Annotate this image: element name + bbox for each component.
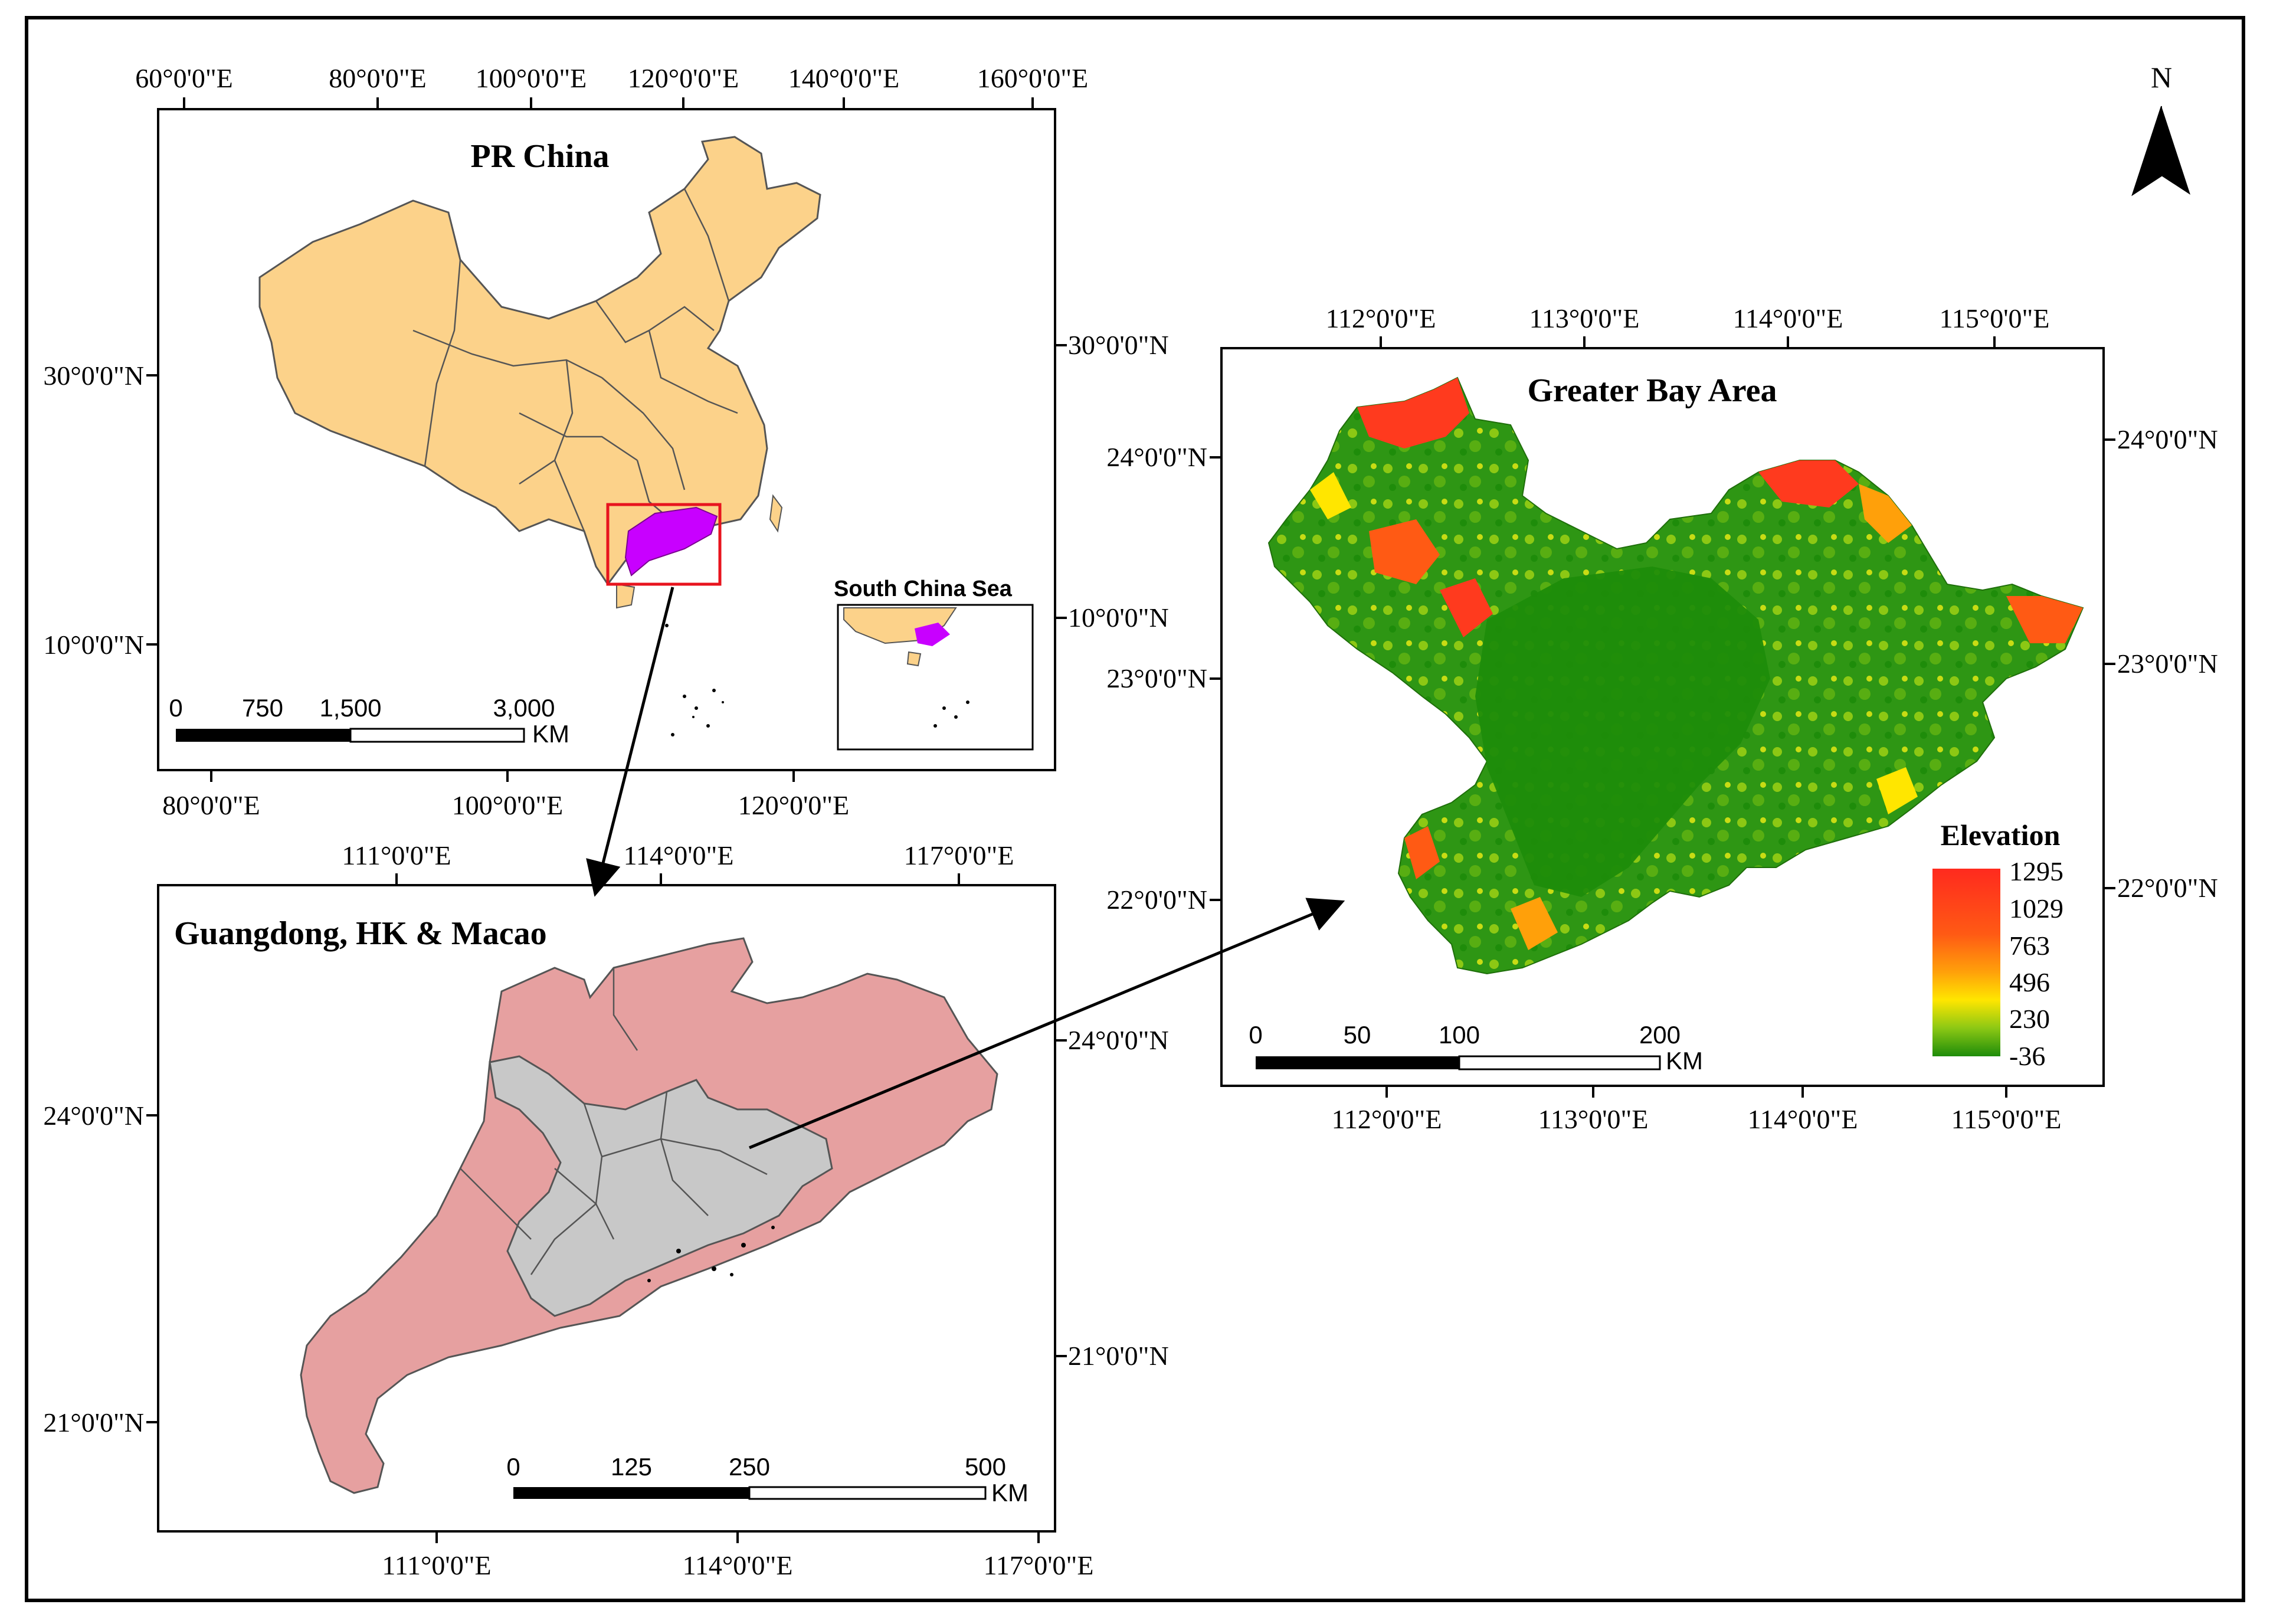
china-top-tick-label: 100°0'0"E	[476, 63, 587, 93]
gba-left-tick-label: 24°0'0"N	[1106, 442, 1207, 472]
china-scale-bar: 0 750 1,500 3,000 KM	[169, 694, 569, 748]
gba-right-ticks	[2104, 438, 2115, 889]
guangdong-left-tick-label: 24°0'0"N	[43, 1101, 144, 1131]
gba-scale-number: 100	[1439, 1021, 1480, 1049]
guangdong-county-borders	[460, 968, 768, 1275]
gba-bottom-tick-label: 114°0'0"E	[1748, 1104, 1858, 1134]
guangdong-scale-bar: 0 125 250 500 KM	[506, 1453, 1028, 1507]
south-sea-islands	[665, 624, 724, 736]
china-left-ticks	[146, 374, 158, 646]
guangdong-map-title: Guangdong, HK & Macao	[174, 915, 547, 952]
china-scale-number: 1,500	[319, 694, 381, 722]
gba-scale-number: 200	[1639, 1021, 1681, 1049]
china-top-tick-label: 60°0'0"E	[135, 63, 233, 93]
gba-bottom-tick-label: 115°0'0"E	[1951, 1104, 2062, 1134]
gba-delta-lowland	[1475, 567, 1770, 897]
china-map-panel: 60°0'0"E 80°0'0"E 100°0'0"E 120°0'0"E 14…	[43, 63, 1168, 820]
gba-top-tick-label: 112°0'0"E	[1326, 303, 1436, 333]
gba-highland-patches	[1310, 378, 2083, 950]
china-scale-number: 0	[169, 694, 182, 722]
taiwan-island	[769, 494, 783, 533]
guangdong-right-tick-label: 21°0'0"N	[1068, 1341, 1169, 1371]
legend-value: 230	[2009, 1004, 2050, 1034]
guangdong-right-tick-label: 24°0'0"N	[1068, 1025, 1169, 1055]
figure-border	[25, 16, 2245, 1602]
china-to-guangdong-arrow	[586, 587, 674, 897]
china-top-tick-label: 80°0'0"E	[329, 63, 427, 93]
china-right-ticks	[1055, 344, 1067, 619]
legend-color-ramp	[1932, 869, 2000, 1056]
china-left-tick-label: 30°0'0"N	[43, 361, 144, 391]
china-top-ticks	[183, 97, 1034, 109]
china-scale-unit: KM	[532, 720, 569, 748]
guangdong-left-tick-label: 21°0'0"N	[43, 1407, 144, 1438]
guangdong-bottom-ticks	[435, 1531, 1040, 1543]
guangdong-scale-unit: KM	[991, 1479, 1028, 1507]
gba-bottom-tick-label: 113°0'0"E	[1538, 1104, 1649, 1134]
guangdong-top-tick-label: 117°0'0"E	[904, 840, 1014, 870]
china-bottom-tick-label: 120°0'0"E	[738, 790, 850, 820]
china-right-tick-label: 30°0'0"N	[1068, 330, 1169, 360]
gba-map-title: Greater Bay Area	[1527, 372, 1777, 409]
china-bottom-tick-label: 80°0'0"E	[162, 790, 260, 820]
guangdong-scale-number: 250	[729, 1453, 770, 1481]
gba-top-tick-label: 114°0'0"E	[1733, 303, 1843, 333]
south-china-sea-inset: South China Sea	[834, 577, 1034, 751]
gba-scale-number: 0	[1249, 1021, 1262, 1049]
gba-map-panel: 112°0'0"E 113°0'0"E 114°0'0"E 115°0'0"E …	[1106, 303, 2217, 1134]
guangdong-bottom-tick-label: 111°0'0"E	[382, 1550, 491, 1580]
guangdong-coastal-islands	[647, 1226, 775, 1282]
china-scale-number: 3,000	[493, 694, 555, 722]
gba-top-tick-label: 113°0'0"E	[1529, 303, 1640, 333]
china-bottom-tick-label: 100°0'0"E	[452, 790, 564, 820]
gba-right-tick-label: 23°0'0"N	[2117, 649, 2218, 679]
legend-value: 763	[2009, 931, 2050, 961]
china-top-tick-label: 140°0'0"E	[788, 63, 900, 93]
gba-bottom-tick-label: 112°0'0"E	[1332, 1104, 1442, 1134]
gba-right-tick-label: 22°0'0"N	[2117, 873, 2218, 903]
guangdong-bottom-tick-label: 117°0'0"E	[984, 1550, 1094, 1580]
china-right-tick-label: 10°0'0"N	[1068, 603, 1169, 633]
guangdong-left-ticks	[146, 1114, 158, 1423]
china-guangdong-highlight	[624, 506, 718, 577]
gba-bottom-ticks	[1385, 1086, 2007, 1098]
legend-value: -36	[2009, 1041, 2045, 1071]
guangdong-top-tick-label: 114°0'0"E	[624, 840, 734, 870]
gba-scale-unit: KM	[1666, 1047, 1703, 1075]
north-arrow: N	[2131, 61, 2190, 197]
inset-label: South China Sea	[834, 577, 1013, 601]
hainan-island	[616, 583, 636, 609]
china-bottom-ticks	[210, 770, 795, 782]
china-left-tick-label: 10°0'0"N	[43, 630, 144, 660]
gba-top-ticks	[1380, 336, 1996, 348]
china-scale-number: 750	[242, 694, 283, 722]
china-extent-box	[606, 503, 722, 586]
legend-value: 1295	[2009, 856, 2063, 886]
guangdong-top-ticks	[395, 873, 960, 885]
gba-left-ticks	[1210, 456, 1221, 901]
guangdong-scale-number: 125	[611, 1453, 652, 1481]
gba-right-tick-label: 24°0'0"N	[2117, 424, 2218, 454]
gba-scale-number: 50	[1344, 1021, 1371, 1049]
guangdong-right-ticks	[1055, 1039, 1067, 1357]
guangdong-to-gba-arrow	[749, 898, 1345, 1150]
guangdong-scale-number: 0	[506, 1453, 520, 1481]
china-top-tick-label: 120°0'0"E	[628, 63, 739, 93]
north-arrow-label: N	[2151, 61, 2172, 94]
elevation-legend: Elevation 1295 1029 763 496 230 -36	[1932, 818, 2063, 1071]
gba-left-tick-label: 23°0'0"N	[1106, 663, 1207, 693]
legend-title: Elevation	[1941, 818, 2061, 852]
guangdong-scale-number: 500	[965, 1453, 1006, 1481]
guangdong-top-tick-label: 111°0'0"E	[342, 840, 451, 870]
gba-scale-bar: 0 50 100 200 KM	[1249, 1021, 1703, 1075]
china-top-tick-label: 160°0'0"E	[977, 63, 1089, 93]
legend-value: 1029	[2009, 893, 2063, 924]
gba-top-tick-label: 115°0'0"E	[1940, 303, 2050, 333]
china-map-title: PR China	[471, 138, 610, 175]
guangdong-map-panel: 111°0'0"E 114°0'0"E 117°0'0"E 111°0'0"E …	[43, 840, 1168, 1580]
gba-left-tick-label: 22°0'0"N	[1106, 885, 1207, 915]
legend-value: 496	[2009, 967, 2050, 997]
guangdong-bottom-tick-label: 114°0'0"E	[683, 1550, 793, 1580]
